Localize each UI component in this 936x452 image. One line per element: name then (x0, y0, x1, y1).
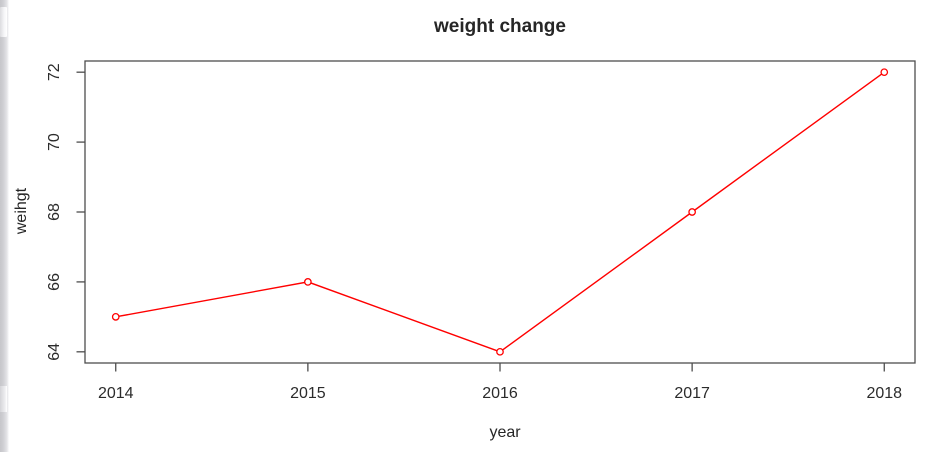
y-tick-label: 70 (46, 133, 63, 151)
y-tick-label: 64 (46, 343, 63, 361)
chart-title: weight change (433, 16, 566, 37)
chart-generated-layer: 2014 2015 2016 2017 2018 64 66 68 70 72 (46, 60, 916, 402)
y-axis-label: weihgt (13, 187, 30, 235)
left-scrollbar-notch (0, 386, 7, 412)
plot-border-box (84, 60, 916, 364)
x-axis-label: year (489, 424, 521, 441)
x-tick-label: 2015 (290, 385, 326, 402)
data-point-marker (496, 347, 504, 356)
y-tick-label: 72 (46, 63, 63, 81)
data-point-marker (304, 278, 312, 286)
left-scrollbar-track[interactable] (0, 0, 9, 452)
x-tick-label: 2018 (866, 385, 902, 402)
left-scrollbar-thumb[interactable] (0, 7, 7, 37)
x-tick-label: 2017 (674, 385, 710, 402)
x-tick-label: 2014 (98, 385, 134, 402)
series-line (115, 71, 885, 353)
y-tick-label: 68 (46, 203, 63, 221)
data-point-marker (880, 68, 889, 77)
data-point-marker (688, 208, 696, 216)
data-point-marker (111, 313, 120, 321)
y-tick-label: 66 (46, 273, 63, 291)
x-tick-label: 2016 (482, 385, 518, 402)
